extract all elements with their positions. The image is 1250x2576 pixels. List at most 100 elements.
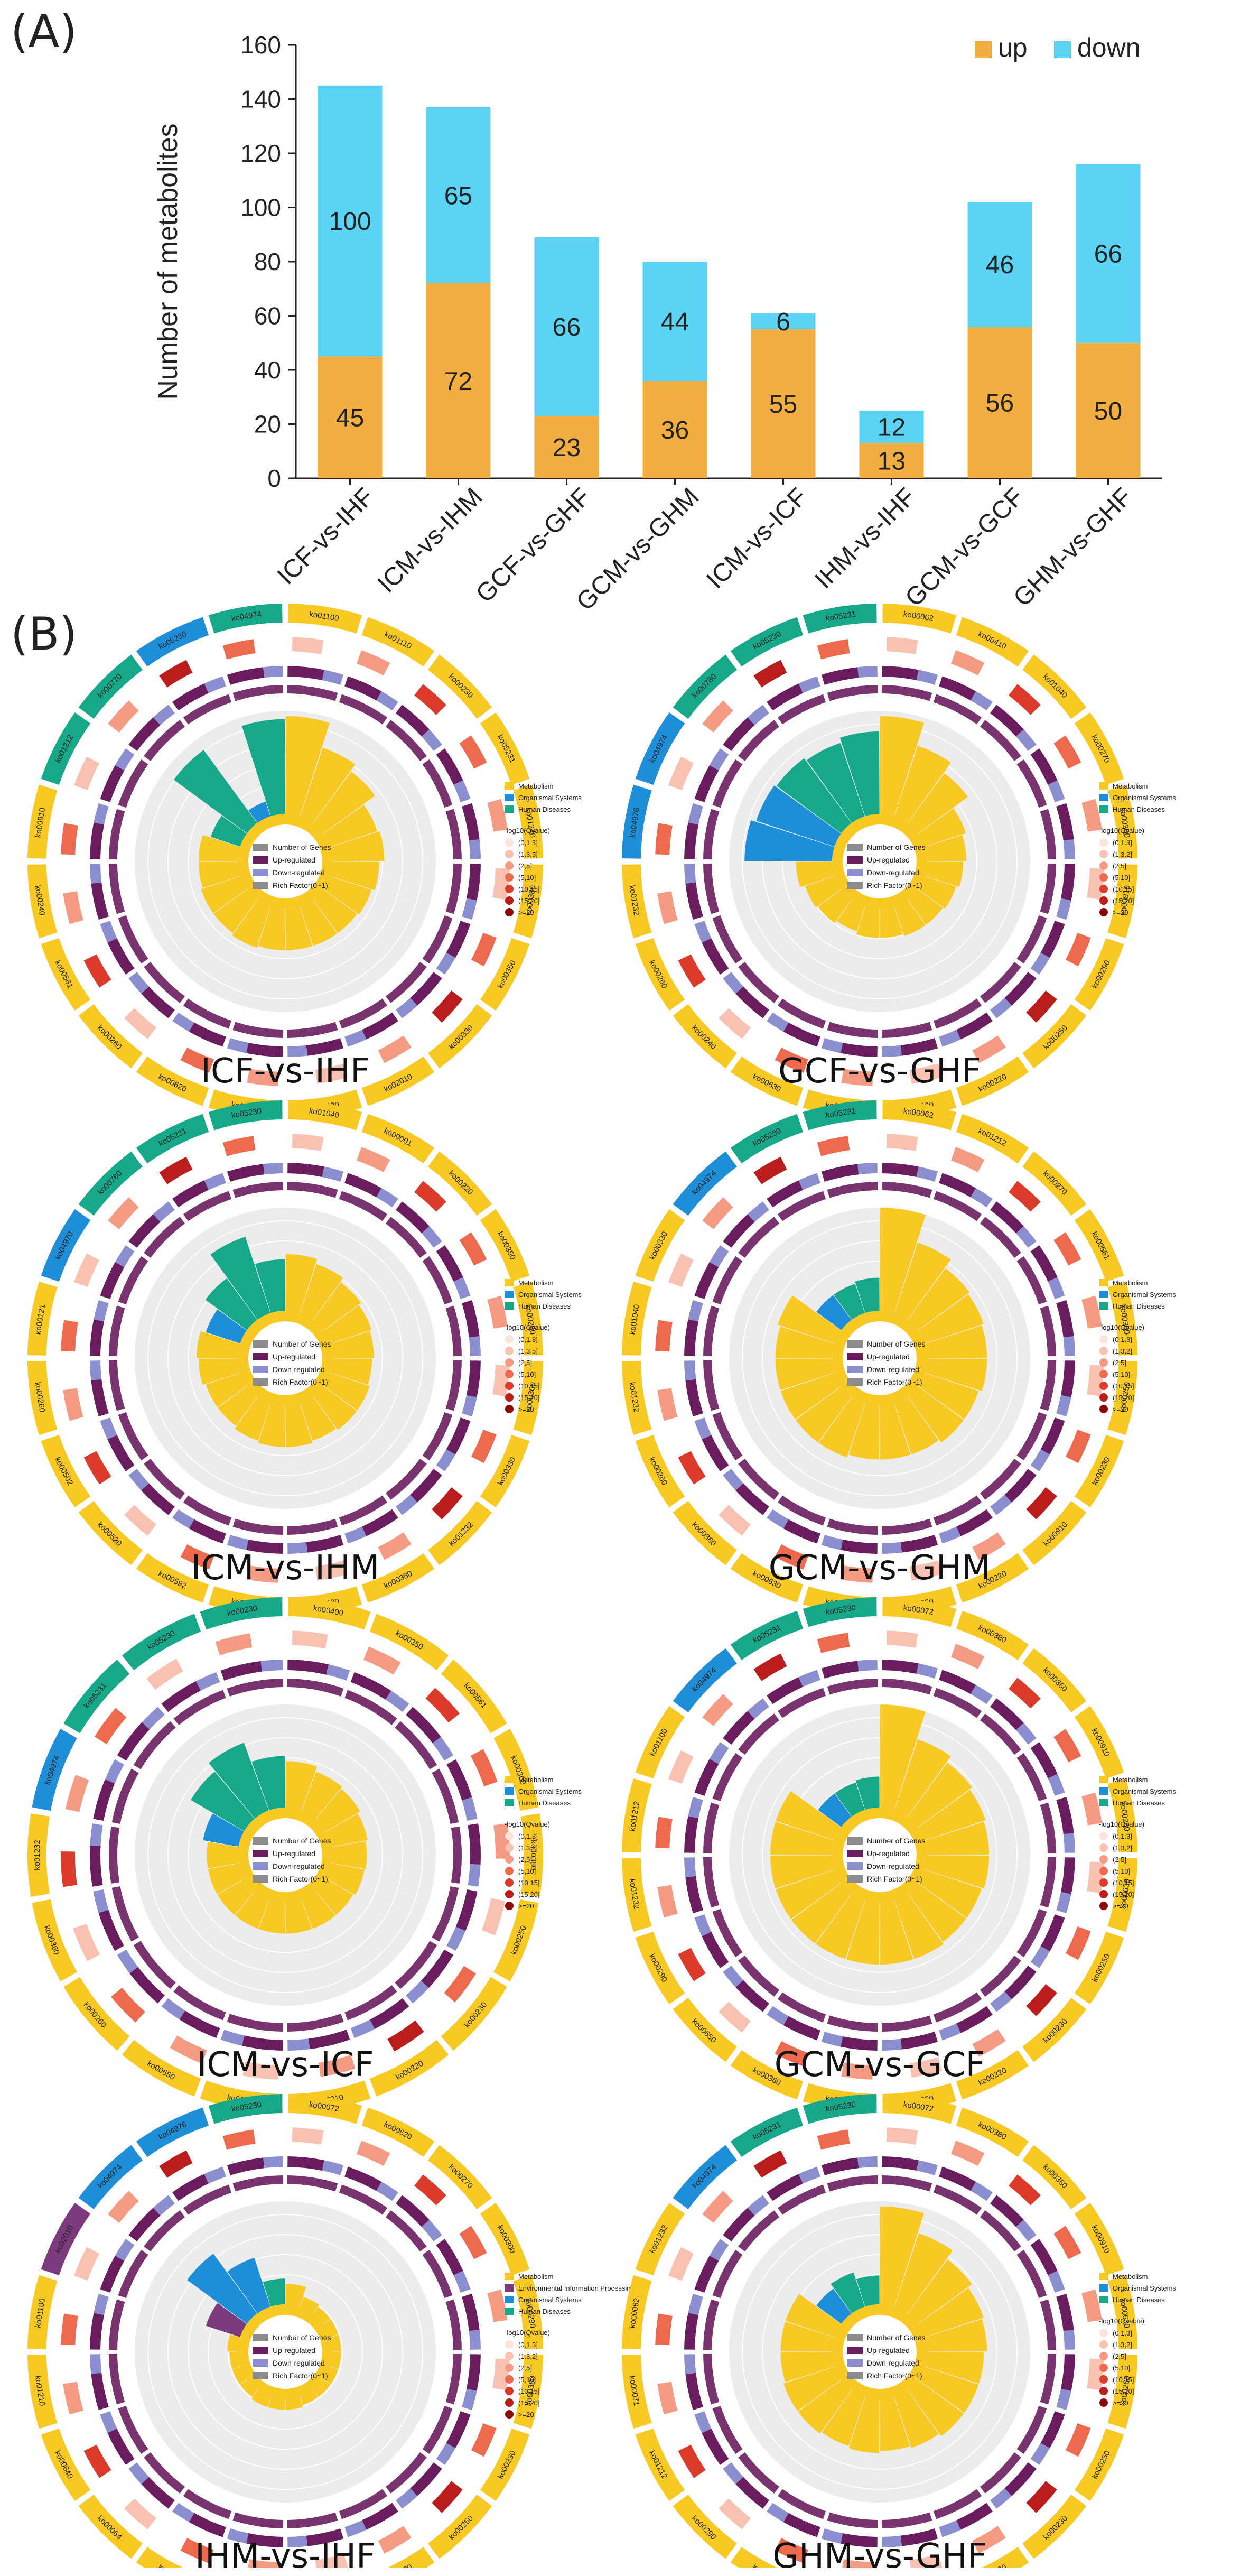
inner-hub bbox=[248, 1818, 322, 1892]
up-regulated-segment bbox=[1004, 1469, 1037, 1503]
category-legend-label: Organismal Systems bbox=[518, 794, 582, 802]
gene-count-segment bbox=[980, 961, 1021, 1003]
rich-factor-bar bbox=[744, 820, 835, 861]
qvalue-legend-swatch bbox=[1099, 1335, 1108, 1343]
circos-caption: GCM-vs-GHM bbox=[768, 1549, 991, 1588]
rich-factor-bar bbox=[330, 1331, 374, 1358]
gene-count-segment bbox=[738, 1217, 780, 1258]
qvalue-segment bbox=[842, 2559, 873, 2568]
up-regulated-segment bbox=[220, 1661, 263, 1681]
qvalue-segment bbox=[292, 1630, 328, 1649]
category-legend-swatch bbox=[1099, 1279, 1108, 1286]
pathway-id-segment bbox=[635, 1706, 685, 1779]
rich-factor-bar bbox=[324, 1373, 370, 1411]
gene-count-segment bbox=[738, 720, 780, 762]
category-legend-swatch bbox=[505, 2273, 514, 2280]
up-regulated-segment bbox=[468, 1823, 481, 1865]
gene-count-segment bbox=[173, 1690, 226, 1725]
gene-count-segment bbox=[1040, 2353, 1056, 2405]
gene-count-segment bbox=[109, 2299, 125, 2350]
qvalue-legend-swatch bbox=[505, 1347, 514, 1355]
qvalue-segment bbox=[357, 650, 390, 676]
rich-factor-bar bbox=[894, 2233, 953, 2313]
qvalue-segment bbox=[668, 2247, 694, 2281]
pathway-id-segment bbox=[882, 1597, 957, 1627]
pathway-id-segment bbox=[361, 1056, 435, 1106]
qvalue-legend-swatch bbox=[505, 2364, 514, 2372]
gene-count-segment bbox=[738, 1713, 780, 1755]
grid-ring bbox=[802, 2274, 957, 2430]
center-legend-label: Number of Genes bbox=[867, 1837, 926, 1845]
qvalue-segment bbox=[459, 1232, 487, 1266]
pathway-id-segment bbox=[27, 1361, 58, 1435]
down-regulated-segment bbox=[90, 864, 102, 884]
down-regulated-segment bbox=[350, 2019, 375, 2038]
down-regulated-segment bbox=[767, 1012, 789, 1032]
down-regulated-segment bbox=[1063, 1336, 1075, 1356]
rich-factor-bar bbox=[918, 1790, 986, 1840]
bar-up bbox=[967, 327, 1032, 478]
up-regulated-segment bbox=[1030, 1245, 1058, 1282]
qvalue-segment bbox=[886, 637, 918, 654]
legend-label-up: up bbox=[998, 33, 1028, 62]
rich-factor-bar bbox=[770, 1821, 835, 1855]
pathway-id-segment bbox=[803, 604, 877, 634]
rich-factor-bar bbox=[778, 1295, 841, 1343]
up-regulated-segment bbox=[306, 1038, 344, 1056]
qvalue-segment bbox=[951, 1147, 985, 1173]
center-legend-label: Down-regulated bbox=[867, 2359, 919, 2367]
pathway-id-segment bbox=[1107, 1778, 1137, 1852]
up-regulated-segment bbox=[1030, 1742, 1058, 1778]
grid-ring bbox=[228, 1301, 343, 1416]
center-legend-swatch bbox=[253, 1366, 268, 1373]
rich-factor-bar bbox=[258, 1403, 285, 1447]
down-regulated-segment bbox=[882, 2535, 902, 2547]
gene-count-segment bbox=[287, 1182, 338, 1198]
down-regulated-segment bbox=[204, 676, 226, 693]
pathway-id-segment bbox=[27, 1813, 50, 1897]
down-regulated-segment bbox=[990, 2488, 1012, 2509]
pathway-id-segment bbox=[730, 2050, 804, 2100]
qvalue-legend-label: (2,5] bbox=[1113, 862, 1126, 870]
qvalue-segment bbox=[1009, 1678, 1041, 1709]
qvalue-legend-swatch bbox=[505, 1902, 514, 1910]
qvalue-legend-label: (15,20] bbox=[518, 1891, 539, 1898]
rich-factor-bar bbox=[232, 900, 270, 948]
qvalue-legend-label: (5,10] bbox=[1113, 1370, 1130, 1378]
rich-factor-bar bbox=[894, 2390, 939, 2448]
down-regulated-segment bbox=[1063, 839, 1075, 859]
qvalue-legend-label: >=20 bbox=[1113, 2399, 1128, 2407]
gene-count-segment bbox=[395, 1941, 437, 1989]
down-regulated-segment bbox=[939, 2023, 961, 2041]
qvalue-segment bbox=[841, 2062, 873, 2080]
down-regulated-segment bbox=[857, 1163, 878, 1175]
gene-count-segment bbox=[933, 2184, 982, 2215]
pathway-id-segment bbox=[78, 1501, 143, 1565]
data-label-down: 44 bbox=[661, 308, 689, 336]
center-legend-label: Down-regulated bbox=[867, 1365, 919, 1374]
center-legend-swatch bbox=[847, 1366, 863, 1373]
up-regulated-segment bbox=[306, 2528, 344, 2546]
down-regulated-segment bbox=[971, 691, 993, 711]
pathway-id-segment bbox=[493, 1729, 539, 1811]
center-legend-swatch bbox=[253, 1875, 268, 1883]
pathway-id-segment bbox=[513, 864, 543, 939]
rich-factor-bar bbox=[263, 2278, 285, 2307]
pathway-id-segment bbox=[136, 1553, 209, 1603]
pathway-id-segment bbox=[32, 1729, 77, 1811]
qvalue-segment bbox=[471, 1430, 497, 1463]
gene-count-segment bbox=[1040, 1305, 1056, 1357]
pathway-id-segment bbox=[956, 2050, 1029, 2100]
rich-factor-bar bbox=[908, 1386, 964, 1443]
up-regulated-segment bbox=[161, 1681, 201, 1712]
down-regulated-segment bbox=[422, 1226, 442, 1248]
up-regulated-segment bbox=[939, 676, 976, 701]
pathway-id-segment bbox=[428, 1501, 492, 1565]
up-regulated-segment bbox=[462, 1300, 480, 1338]
rich-factor-bar bbox=[894, 1397, 939, 1454]
pathway-id-segment bbox=[982, 2546, 1029, 2568]
pathway-id-segment bbox=[428, 2495, 492, 2559]
category-legend-label: Organismal Systems bbox=[1113, 1787, 1176, 1795]
pathway-id-segment bbox=[622, 1858, 652, 1932]
qvalue-segment bbox=[292, 1134, 324, 1151]
